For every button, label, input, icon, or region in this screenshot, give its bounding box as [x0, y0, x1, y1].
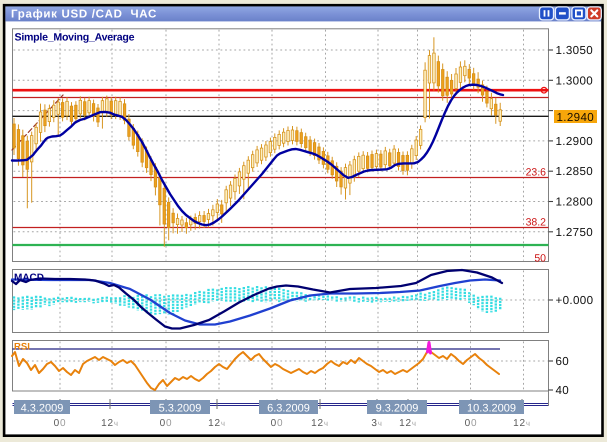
svg-text:50: 50 — [534, 253, 546, 265]
svg-text:12ч: 12ч — [311, 418, 329, 429]
svg-text:12ч: 12ч — [101, 418, 119, 429]
svg-text:9.3.2009: 9.3.2009 — [376, 402, 419, 414]
svg-text:Simple_Moving_Average: Simple_Moving_Average — [15, 31, 135, 43]
svg-text:1.2800: 1.2800 — [556, 196, 594, 209]
svg-text:4.3.2009: 4.3.2009 — [21, 402, 64, 414]
svg-text:RSI: RSI — [14, 342, 30, 353]
svg-text:6.3.2009: 6.3.2009 — [267, 402, 310, 414]
svg-text:00: 00 — [465, 418, 478, 429]
svg-text:1.2850: 1.2850 — [556, 165, 594, 178]
svg-text:40: 40 — [556, 384, 570, 397]
svg-text:5.3.2009: 5.3.2009 — [159, 402, 202, 414]
svg-text:00: 00 — [54, 418, 67, 429]
svg-text:1.2750: 1.2750 — [556, 226, 594, 239]
svg-text:График USD /CAD ЧАС: График USD /CAD ЧАС — [11, 8, 157, 20]
svg-text:60: 60 — [556, 355, 570, 368]
svg-text:12ч: 12ч — [399, 418, 417, 429]
svg-text:00: 00 — [160, 418, 173, 429]
svg-text:+0.000: +0.000 — [556, 294, 594, 307]
svg-text:12ч: 12ч — [513, 418, 531, 429]
svg-text:00: 00 — [271, 418, 284, 429]
svg-text:1.3050: 1.3050 — [556, 44, 594, 57]
svg-text:10.3.2009: 10.3.2009 — [467, 402, 516, 414]
svg-text:3ч: 3ч — [371, 418, 382, 429]
svg-text:1.2940: 1.2940 — [557, 111, 595, 124]
svg-text:38.2: 38.2 — [526, 217, 547, 229]
svg-text:12ч: 12ч — [208, 418, 226, 429]
svg-text:MACD: MACD — [14, 273, 44, 284]
svg-text:1.3000: 1.3000 — [556, 74, 594, 87]
svg-text:23.6: 23.6 — [526, 167, 547, 179]
svg-text:1.2900: 1.2900 — [556, 135, 594, 148]
